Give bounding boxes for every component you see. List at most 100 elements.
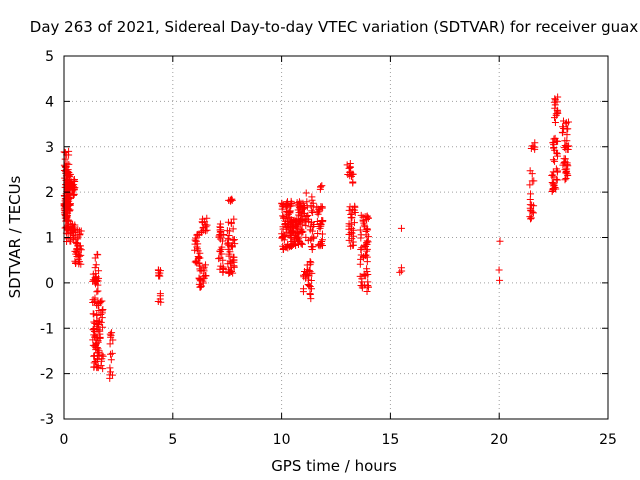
- data-point: [293, 235, 301, 243]
- data-point: [528, 201, 536, 209]
- data-point: [106, 371, 114, 379]
- data-point: [62, 169, 70, 177]
- data-point: [357, 251, 365, 259]
- data-point: [313, 208, 321, 216]
- axis-ticks: 0 5 10 15 20 25 -3 -2 -1 0 1 2 3 4 5: [40, 49, 617, 448]
- data-point: [527, 214, 535, 222]
- data-point: [563, 131, 571, 139]
- data-point: [289, 216, 297, 224]
- data-point: [75, 258, 83, 266]
- data-point: [561, 176, 569, 184]
- data-point: [199, 272, 207, 280]
- data-point: [90, 326, 98, 334]
- data-point: [229, 225, 237, 233]
- data-point: [551, 157, 559, 165]
- y-tick-label: 2: [45, 185, 54, 201]
- data-point: [93, 288, 101, 296]
- data-point: [346, 172, 354, 180]
- data-point: [345, 164, 353, 172]
- data-point: [63, 205, 71, 213]
- data-point: [287, 222, 295, 230]
- data-point: [496, 276, 504, 284]
- data-point: [94, 287, 102, 295]
- data-point: [302, 218, 310, 226]
- data-point: [228, 195, 236, 203]
- data-point: [107, 356, 115, 364]
- data-point: [70, 191, 78, 199]
- data-point: [303, 213, 311, 221]
- data-point: [98, 355, 106, 363]
- data-point: [358, 244, 366, 252]
- data-point: [290, 229, 298, 237]
- data-point: [290, 241, 298, 249]
- data-point: [217, 245, 225, 253]
- data-point: [363, 287, 371, 295]
- data-point: [224, 218, 232, 226]
- data-point: [76, 227, 84, 235]
- data-point: [97, 362, 105, 370]
- data-point: [91, 298, 99, 306]
- data-point: [548, 188, 556, 196]
- data-point: [552, 185, 560, 193]
- y-tick-label: 0: [45, 276, 54, 292]
- data-point: [279, 225, 287, 233]
- data-point: [107, 368, 115, 376]
- data-point: [554, 137, 562, 145]
- data-point: [107, 331, 115, 339]
- data-point: [195, 275, 203, 283]
- data-point: [95, 274, 103, 282]
- data-point: [307, 277, 315, 285]
- data-point: [315, 223, 323, 231]
- data-point: [154, 269, 162, 277]
- chart-title: Day 263 of 2021, Sidereal Day-to-day VTE…: [30, 18, 639, 36]
- data-point: [306, 290, 314, 298]
- data-point: [65, 169, 73, 177]
- data-point: [343, 161, 351, 169]
- data-point: [356, 226, 364, 234]
- data-point: [108, 349, 116, 357]
- data-point: [564, 162, 572, 170]
- data-point: [559, 129, 567, 137]
- data-point: [194, 252, 202, 260]
- data-point: [106, 340, 114, 348]
- data-point: [364, 283, 372, 291]
- data-point: [99, 306, 107, 314]
- y-axis-label: SDTVAR / TECUs: [6, 175, 24, 298]
- data-point: [360, 219, 368, 227]
- data-point: [304, 271, 312, 279]
- data-point: [349, 241, 357, 249]
- data-point: [550, 181, 558, 189]
- data-point: [349, 170, 357, 178]
- data-point: [349, 178, 357, 186]
- data-point: [297, 212, 305, 220]
- data-point: [364, 271, 372, 279]
- data-point: [553, 176, 561, 184]
- data-point: [308, 207, 316, 215]
- data-point: [495, 266, 503, 274]
- data-point: [219, 268, 227, 276]
- data-point: [345, 225, 353, 233]
- data-point: [61, 155, 69, 163]
- data-point: [288, 241, 296, 249]
- data-point: [284, 240, 292, 248]
- data-point: [358, 278, 366, 286]
- data-point: [304, 211, 312, 219]
- data-point: [307, 259, 315, 267]
- x-tick-label: 5: [168, 432, 177, 448]
- data-point: [527, 215, 535, 223]
- data-point: [198, 266, 206, 274]
- data-point: [308, 285, 316, 293]
- data-point: [96, 330, 104, 338]
- data-point: [361, 213, 369, 221]
- data-point: [552, 111, 560, 119]
- data-point: [215, 233, 223, 241]
- data-point: [227, 264, 235, 272]
- data-point: [349, 226, 357, 234]
- data-point: [359, 216, 367, 224]
- data-point: [283, 208, 291, 216]
- y-tick-label: 1: [45, 231, 54, 247]
- data-point: [348, 229, 356, 237]
- data-point: [318, 203, 326, 211]
- data-point: [90, 310, 98, 318]
- data-point: [191, 258, 199, 266]
